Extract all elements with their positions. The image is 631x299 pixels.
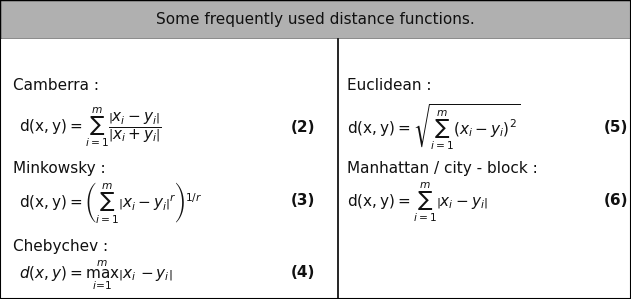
Bar: [0, 39, 631, 299]
Text: Chebychev :: Chebychev :: [13, 239, 108, 254]
Text: Minkowsky :: Minkowsky :: [13, 161, 105, 176]
Text: $\mathrm{d(x,y)}=\sum_{i=1}^{m}\dfrac{\left|x_i - y_i\right|}{\left|x_i + y_i\ri: $\mathrm{d(x,y)}=\sum_{i=1}^{m}\dfrac{\l…: [19, 106, 162, 149]
Text: Euclidean :: Euclidean :: [347, 78, 432, 93]
Bar: [0, 0, 631, 39]
Text: Some frequently used distance functions.: Some frequently used distance functions.: [156, 12, 475, 27]
Text: Manhattan / city - block :: Manhattan / city - block :: [347, 161, 538, 176]
Text: $\mathrm{d(x,y)}=\left(\sum_{i=1}^{m}\left|x_i - y_i\right|^r\right)^{1/r}$: $\mathrm{d(x,y)}=\left(\sum_{i=1}^{m}\le…: [19, 180, 203, 225]
Text: $\mathrm{d(x,y)}=\sqrt{\sum_{i=1}^{m}(x_i - y_i)^2}$: $\mathrm{d(x,y)}=\sqrt{\sum_{i=1}^{m}(x_…: [347, 102, 521, 152]
Text: $d(x,y)=\max_{i=1}^{m}\left|x_i - y_i\right|$: $d(x,y)=\max_{i=1}^{m}\left|x_i - y_i\ri…: [19, 259, 173, 292]
Text: $\mathrm{d(x,y)}=\sum_{i=1}^{m}\left|x_i - y_i\right|$: $\mathrm{d(x,y)}=\sum_{i=1}^{m}\left|x_i…: [347, 181, 488, 225]
Text: Camberra :: Camberra :: [13, 78, 98, 93]
Text: (3): (3): [291, 193, 316, 208]
Text: (6): (6): [603, 193, 628, 208]
Text: (4): (4): [291, 266, 316, 280]
Text: (2): (2): [291, 120, 316, 135]
Text: (5): (5): [603, 120, 628, 135]
